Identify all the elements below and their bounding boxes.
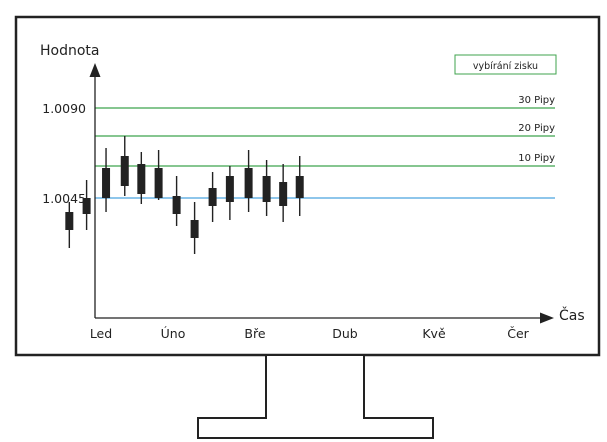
- candle-body: [190, 220, 199, 238]
- y-tick-label: 1.0090: [42, 101, 86, 116]
- candle-body: [208, 188, 217, 206]
- candle: [120, 136, 129, 196]
- y-tick-label: 1.0045: [42, 191, 86, 206]
- legend-box: vybírání zisku: [454, 54, 557, 75]
- x-tick-label: Bře: [244, 326, 265, 341]
- candle-body: [262, 176, 271, 202]
- candle-body: [65, 212, 74, 230]
- level-label: 20 Pipy: [518, 123, 555, 134]
- candle-body: [225, 176, 234, 202]
- candle: [279, 164, 288, 222]
- monitor-stand: [197, 356, 434, 439]
- candle: [82, 180, 91, 230]
- legend-box-label: vybírání zisku: [473, 61, 538, 72]
- candle: [208, 172, 217, 222]
- candle-body: [82, 198, 91, 214]
- x-tick-label: Dub: [332, 326, 358, 341]
- x-tick-label: Led: [90, 326, 112, 341]
- candle: [225, 166, 234, 220]
- candle: [102, 148, 111, 212]
- candle-body: [295, 176, 304, 198]
- x-axis-arrow-icon: [540, 312, 554, 324]
- candle-body: [120, 156, 129, 186]
- candle: [244, 150, 253, 212]
- target-levels: 30 Pipy 20 Pipy 10 Pipy: [95, 95, 555, 199]
- level-label: 30 Pipy: [518, 95, 555, 106]
- x-tick-label: Úno: [161, 326, 186, 341]
- y-axis-label: Hodnota: [40, 43, 100, 59]
- y-axis-arrow-icon: [89, 63, 101, 77]
- candle: [262, 160, 271, 216]
- x-tick-label: Kvě: [422, 326, 446, 341]
- candles: [65, 136, 304, 254]
- x-tick-label: Čer: [507, 326, 529, 341]
- candle: [154, 150, 163, 200]
- candle: [137, 152, 146, 204]
- candle: [172, 176, 181, 226]
- candle: [295, 156, 304, 216]
- candle-body: [137, 164, 146, 194]
- candle-body: [102, 168, 111, 198]
- candle-body: [279, 182, 288, 206]
- legend-box-frame: [454, 54, 557, 75]
- candle-body: [244, 168, 253, 198]
- candlestick-chart: 30 Pipy 20 Pipy 10 Pipy Hodnota Čas 1.0045…: [40, 43, 585, 341]
- x-axis-label: Čas: [559, 306, 585, 324]
- candle-body: [172, 196, 181, 214]
- level-label: 10 Pipy: [518, 153, 555, 164]
- candle: [190, 202, 199, 254]
- x-tick-labels: Led Úno Bře Dub Kvě Čer: [90, 326, 530, 341]
- y-tick-labels: 1.0045 1.0090: [42, 101, 86, 206]
- candle: [65, 202, 74, 248]
- candle-body: [154, 168, 163, 198]
